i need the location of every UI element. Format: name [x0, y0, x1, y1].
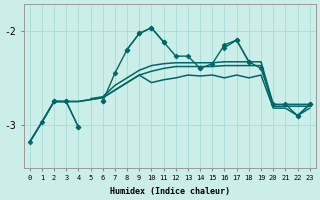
X-axis label: Humidex (Indice chaleur): Humidex (Indice chaleur): [110, 187, 230, 196]
